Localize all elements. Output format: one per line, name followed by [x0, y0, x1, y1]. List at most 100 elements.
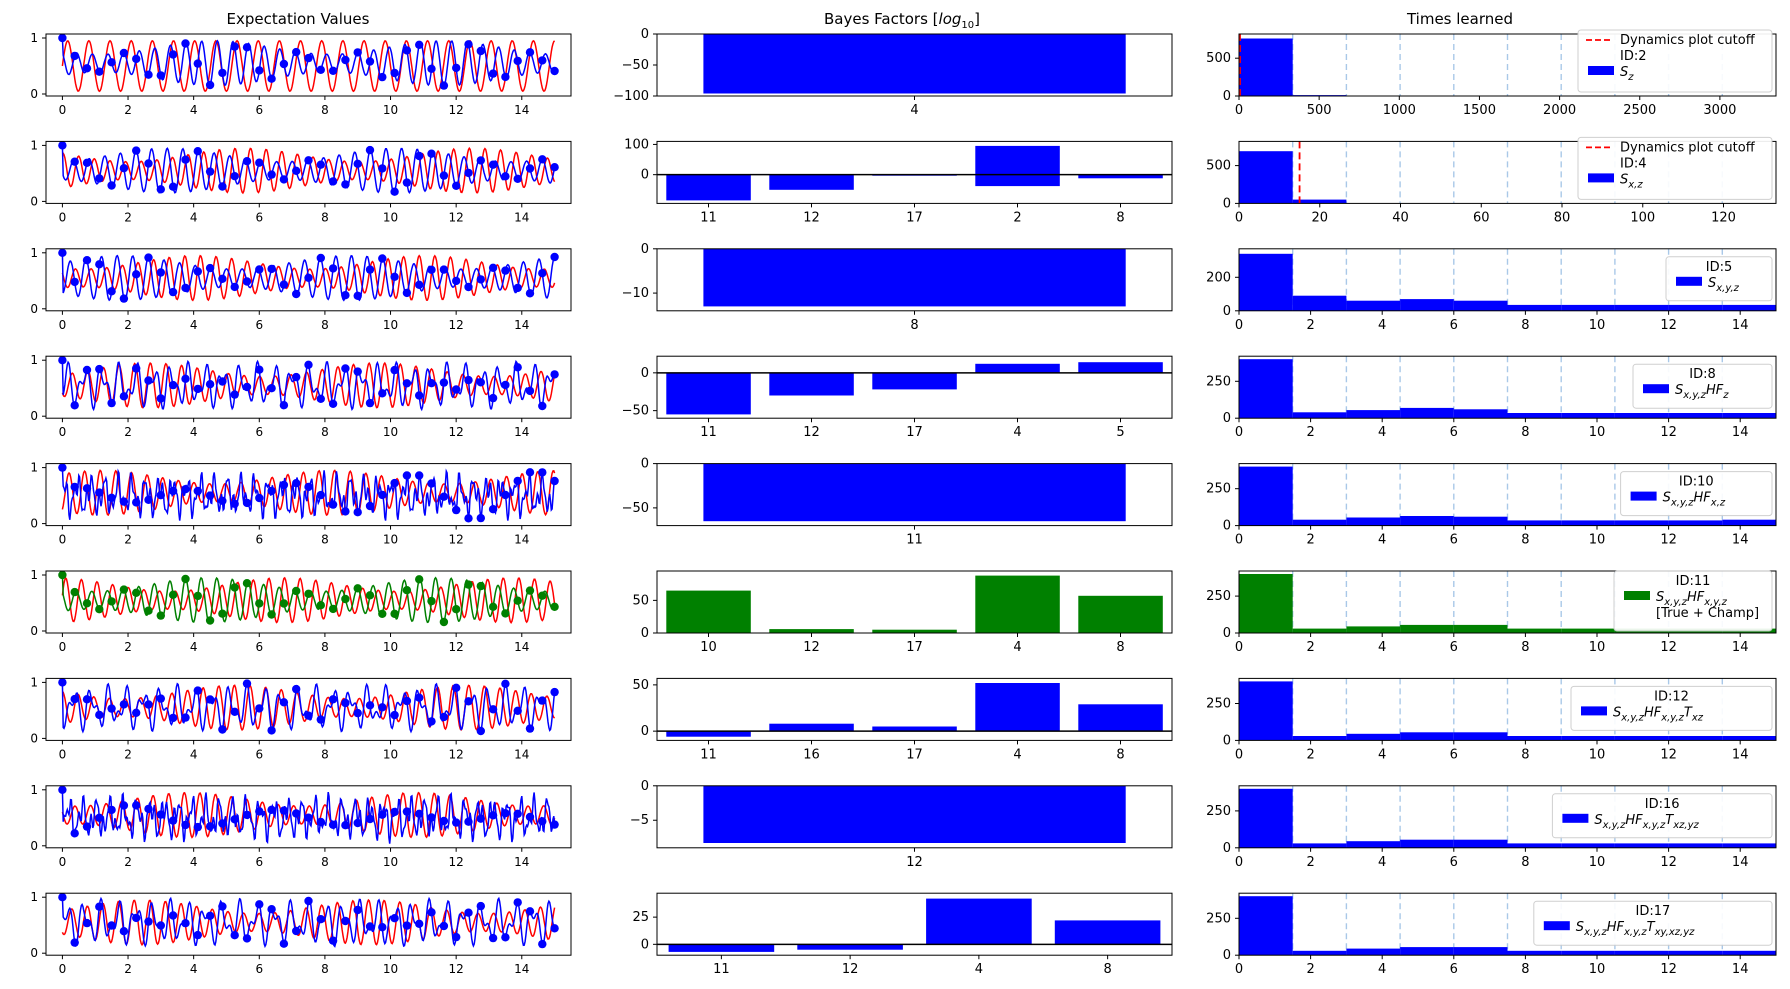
times-panel-1: 0 20 40 60 80 100 120 0 500 Dynamics plot cutoffI…: [1206, 136, 1777, 225]
dynamics-marker: [316, 715, 325, 724]
dynamics-marker: [193, 591, 202, 601]
legend-swatch: [1543, 921, 1570, 931]
times-xtick-label: 4: [1378, 855, 1386, 870]
dynamics-xtick-label: 0: [59, 533, 67, 547]
legend-model-label: Sx,y,zHFx,y,z: [1656, 590, 1728, 608]
times-bar: [1453, 732, 1508, 741]
dynamics-xtick-label: 14: [514, 855, 529, 869]
dynamics-line-0: [61, 254, 556, 302]
dynamics-marker: [144, 917, 153, 926]
dynamics-marker: [550, 476, 559, 486]
dynamics-xtick-label: 0: [59, 425, 67, 439]
dynamics-marker: [230, 282, 239, 292]
dynamics-marker: [181, 919, 190, 928]
legend-id-label: ID:5: [1706, 260, 1733, 275]
dynamics-marker: [378, 703, 387, 712]
dynamics-line-0: [61, 39, 556, 93]
dynamics-marker: [218, 725, 227, 734]
dynamics-ytick-label: 1: [30, 783, 38, 797]
dynamics-marker: [341, 55, 350, 65]
dynamics-marker: [365, 591, 375, 600]
bayes-panel-4: 11 −50 0: [622, 457, 1173, 548]
legend-swatch: [1588, 66, 1614, 75]
times-xtick-label: 20: [1311, 210, 1328, 225]
bayes-ytick-label: 0: [641, 937, 649, 952]
dynamics-marker: [476, 513, 485, 523]
dynamics-marker: [168, 50, 178, 59]
dynamics-marker: [156, 921, 165, 930]
times-bar: [1668, 843, 1723, 848]
times-bar: [1561, 736, 1615, 741]
dynamics-xtick-label: 10: [383, 747, 398, 761]
title-bayes: Bayes Factors [log10]: [824, 10, 980, 31]
bayes-xtick-label: 8: [1116, 747, 1124, 762]
bayes-ytick-label: 0: [641, 242, 649, 257]
times-bar: [1453, 516, 1508, 526]
times-bar: [1346, 626, 1401, 633]
dynamics-marker: [439, 921, 449, 931]
dynamics-marker: [304, 360, 313, 369]
dynamics-marker: [267, 74, 276, 83]
legend-box: [1577, 136, 1773, 200]
dynamics-marker: [119, 48, 129, 58]
dynamics-marker: [70, 157, 79, 166]
dynamics-xtick-label: 10: [383, 640, 398, 654]
times-xtick-label: 12: [1660, 318, 1677, 333]
times-bar: [1722, 413, 1776, 419]
legend-swatch: [1676, 276, 1702, 286]
dynamics-marker: [365, 265, 375, 274]
legend-id-label: ID:12: [1654, 689, 1689, 704]
bayes-bar: [666, 590, 751, 633]
dynamics-marker: [292, 809, 301, 818]
bayes-bar: [872, 372, 957, 390]
bayes-xtick-label: 4: [910, 103, 918, 118]
times-bar: [1614, 304, 1669, 311]
times-xtick-label: 60: [1473, 210, 1490, 225]
dynamics-marker: [144, 700, 153, 709]
dynamics-marker: [58, 248, 67, 257]
times-bar: [1453, 300, 1508, 311]
dynamics-marker: [95, 364, 104, 374]
dynamics-xtick-label: 8: [321, 747, 329, 761]
dynamics-marker: [218, 182, 227, 191]
bayes-axes-frame: [656, 785, 1173, 849]
bayes-axes-frame: [656, 463, 1173, 527]
times-axes-frame: [1238, 677, 1777, 741]
bayes-bar: [872, 629, 957, 633]
dynamics-marker: [255, 365, 264, 374]
dynamics-marker: [132, 913, 141, 923]
times-xtick-label: 6: [1450, 747, 1458, 762]
dynamics-marker: [168, 287, 178, 297]
dynamics-ytick-label: 1: [30, 353, 38, 367]
bayes-bar: [769, 723, 854, 732]
times-bar: [1239, 151, 1293, 204]
dynamics-marker: [464, 908, 473, 917]
dynamics-marker: [242, 934, 252, 943]
dynamics-xtick-label: 12: [449, 640, 464, 654]
dynamics-xtick-label: 0: [59, 962, 67, 976]
dynamics-marker: [107, 398, 116, 408]
dynamics-marker: [488, 160, 498, 169]
dynamics-marker: [193, 59, 202, 68]
bayes-bar: [872, 726, 957, 732]
times-ytick-label: 250: [1206, 911, 1231, 926]
dynamics-marker: [427, 379, 436, 388]
dynamics-xtick-label: 0: [59, 210, 67, 224]
dynamics-marker: [205, 263, 215, 273]
times-xtick-label: 0: [1235, 318, 1243, 333]
dynamics-marker: [415, 40, 424, 49]
times-bar: [1239, 253, 1293, 311]
times-bar: [1722, 519, 1776, 526]
times-xtick-label: 120: [1711, 210, 1736, 225]
dynamics-marker: [353, 708, 362, 718]
dynamics-marker: [439, 265, 449, 274]
dynamics-xtick-label: 10: [383, 533, 398, 547]
times-bar: [1239, 38, 1293, 96]
times-xtick-label: 10: [1589, 640, 1606, 655]
dynamics-marker: [205, 80, 215, 90]
times-panel-3: 0 2 4 6 8 10 12 14 0 250 ID:8Sx,y,zHFz: [1206, 355, 1777, 440]
